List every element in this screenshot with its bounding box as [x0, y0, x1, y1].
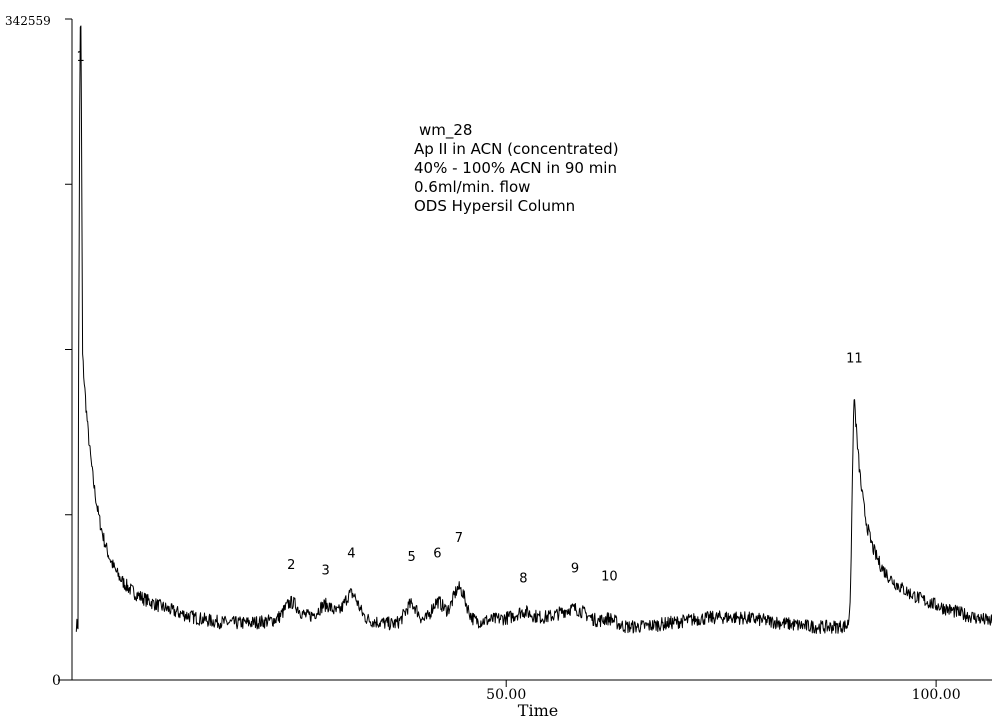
peak-labels: 1 2 3 4 5 67 8 9 10 11: [76, 50, 862, 586]
x-tick-label: 50.00: [486, 687, 526, 703]
y-zero-label: 0: [52, 673, 61, 689]
x-tick-label: 100.00: [912, 687, 961, 703]
annotation-line: Ap II in ACN (concentrated): [414, 140, 619, 158]
annotation-line: 0.6ml/min. flow: [414, 178, 530, 196]
annotation-line: 40% - 100% ACN in 90 min: [414, 159, 617, 177]
peak-label-4: 4: [347, 546, 355, 561]
x-ticks: 50.00 100.00: [486, 680, 961, 703]
peak-label-8: 8: [519, 571, 527, 586]
x-axis-title: Time: [518, 701, 558, 719]
annotation-line: ODS Hypersil Column: [414, 197, 575, 215]
peak-label-2: 2: [287, 558, 295, 573]
y-max-label: 342559: [5, 14, 51, 28]
peak-label-3: 3: [322, 564, 330, 579]
peak-label-11: 11: [846, 351, 863, 366]
peak-label-9: 9: [571, 562, 579, 577]
annotation-line: wm_28: [419, 121, 472, 140]
peak-label-10: 10: [601, 569, 618, 584]
peak-label-5: 5: [407, 550, 415, 565]
peak-label-1: 1: [76, 50, 84, 65]
peak-label-7: 7: [455, 531, 463, 546]
peak-label-6: 6: [433, 546, 441, 561]
y-minor-ticks: [65, 183, 72, 516]
chromatogram-trace: [75, 25, 992, 634]
